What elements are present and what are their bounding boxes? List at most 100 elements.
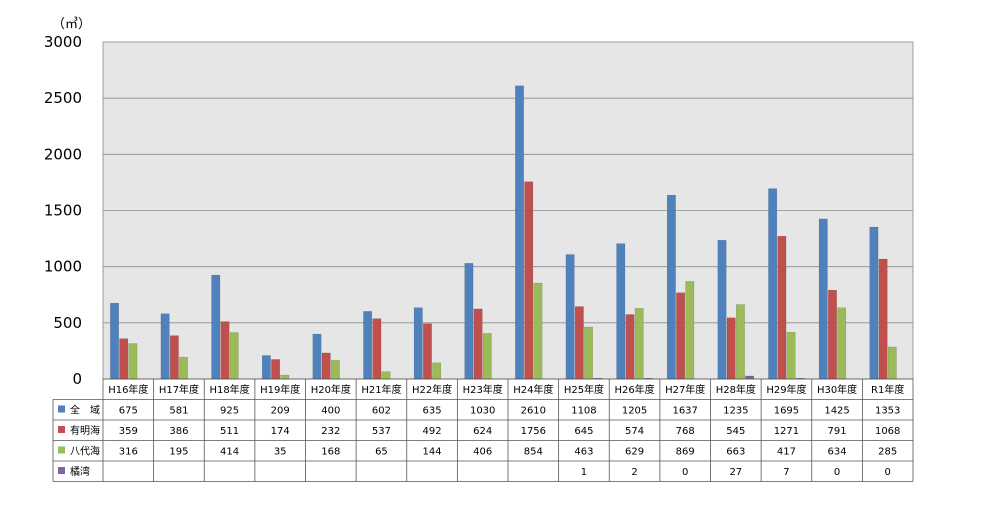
category-label: H18年度 bbox=[209, 383, 249, 396]
data-label: 1235 bbox=[723, 406, 748, 417]
legend-label: 全 域 bbox=[70, 404, 100, 417]
legend-swatch bbox=[58, 446, 65, 454]
y-tick-label: 3000 bbox=[44, 33, 82, 51]
data-label: 1030 bbox=[470, 406, 495, 417]
bar bbox=[786, 331, 796, 380]
category-label: H24年度 bbox=[513, 383, 553, 396]
bar bbox=[533, 282, 543, 380]
bar bbox=[574, 306, 584, 380]
data-label: 65 bbox=[375, 447, 388, 458]
bar bbox=[363, 311, 373, 380]
bar bbox=[837, 307, 847, 380]
y-tick-label: 2500 bbox=[44, 89, 82, 107]
data-label: 675 bbox=[119, 406, 138, 417]
data-label: 1637 bbox=[672, 406, 697, 417]
bar bbox=[666, 194, 676, 380]
data-label: 7 bbox=[783, 467, 789, 478]
bar bbox=[128, 343, 138, 380]
data-label: 417 bbox=[777, 447, 796, 458]
data-label: 144 bbox=[423, 447, 442, 458]
category-label: H17年度 bbox=[159, 383, 199, 396]
data-label: 1756 bbox=[521, 426, 546, 437]
bar bbox=[745, 375, 755, 380]
bar bbox=[515, 85, 524, 380]
data-label: 1425 bbox=[824, 406, 849, 417]
bar bbox=[169, 335, 179, 380]
bar bbox=[413, 307, 423, 380]
data-label: 574 bbox=[625, 426, 644, 437]
data-label: 581 bbox=[169, 406, 188, 417]
bar bbox=[261, 355, 271, 380]
bar bbox=[160, 313, 170, 380]
data-label: 0 bbox=[885, 467, 891, 478]
y-axis: 0 500 1000 1500 2000 2500 3000 bbox=[44, 33, 82, 388]
data-label: 545 bbox=[726, 426, 745, 437]
bar bbox=[726, 317, 736, 380]
category-label: H30年度 bbox=[817, 383, 857, 396]
bar bbox=[423, 323, 432, 380]
bar bbox=[736, 304, 745, 380]
bar bbox=[625, 314, 635, 380]
data-label: 634 bbox=[828, 447, 847, 458]
data-label: 635 bbox=[423, 406, 442, 417]
bar bbox=[280, 374, 290, 380]
category-label: H26年度 bbox=[614, 383, 654, 396]
bar bbox=[482, 333, 492, 380]
bar bbox=[565, 254, 575, 380]
category-label: H21年度 bbox=[361, 383, 401, 396]
data-label: 316 bbox=[119, 447, 138, 458]
data-label: 925 bbox=[220, 406, 239, 417]
data-label: 492 bbox=[423, 426, 442, 437]
bar bbox=[211, 274, 221, 380]
category-label: H27年度 bbox=[665, 383, 705, 396]
unit-label: （㎥） bbox=[52, 17, 91, 32]
data-label: 2610 bbox=[521, 406, 546, 417]
data-label: 1695 bbox=[774, 406, 799, 417]
data-label: 209 bbox=[271, 406, 290, 417]
bar bbox=[878, 258, 888, 380]
data-label: 386 bbox=[169, 426, 188, 437]
bar bbox=[768, 188, 778, 380]
data-label: 414 bbox=[220, 447, 239, 458]
category-label: R1年度 bbox=[871, 383, 904, 396]
data-label: 1068 bbox=[875, 426, 900, 437]
bar bbox=[473, 308, 483, 380]
data-label: 537 bbox=[372, 426, 391, 437]
legend-swatch bbox=[58, 426, 65, 433]
y-tick-label: 0 bbox=[72, 370, 82, 388]
data-label: 232 bbox=[321, 426, 340, 437]
data-label: 0 bbox=[682, 467, 688, 478]
bar bbox=[432, 362, 442, 380]
bar bbox=[110, 302, 119, 380]
bar bbox=[887, 346, 897, 380]
data-label: 768 bbox=[676, 426, 695, 437]
bar bbox=[381, 371, 391, 380]
bar bbox=[777, 236, 787, 380]
bars bbox=[110, 85, 897, 380]
bar bbox=[179, 356, 188, 380]
data-label: 791 bbox=[828, 426, 847, 437]
category-label: H25年度 bbox=[564, 383, 604, 396]
data-label: 174 bbox=[271, 426, 290, 437]
data-label: 624 bbox=[473, 426, 492, 437]
data-label: 359 bbox=[119, 426, 138, 437]
data-label: 27 bbox=[729, 467, 742, 478]
category-label: H20年度 bbox=[311, 383, 351, 396]
legend-swatch bbox=[58, 467, 65, 474]
bar bbox=[464, 263, 474, 380]
category-label: H29年度 bbox=[766, 383, 806, 396]
data-label: 406 bbox=[473, 447, 492, 458]
bar bbox=[717, 240, 727, 380]
data-label: 663 bbox=[726, 447, 745, 458]
legend-label: 八代海 bbox=[70, 445, 100, 458]
y-tick-label: 1500 bbox=[44, 202, 82, 220]
bar bbox=[229, 332, 239, 380]
data-label: 1353 bbox=[875, 406, 900, 417]
category-label: H22年度 bbox=[412, 383, 452, 396]
data-label: 1108 bbox=[571, 406, 596, 417]
data-table: H16年度 H17年度 H18年度 H19年度 H20年度 H21年度 H22年度 H23年度… bbox=[52, 378, 914, 482]
data-label: 602 bbox=[372, 406, 391, 417]
bar bbox=[685, 281, 695, 380]
y-tick-label: 1000 bbox=[44, 258, 82, 276]
